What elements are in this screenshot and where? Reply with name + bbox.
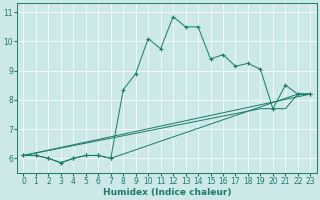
X-axis label: Humidex (Indice chaleur): Humidex (Indice chaleur)	[103, 188, 231, 197]
